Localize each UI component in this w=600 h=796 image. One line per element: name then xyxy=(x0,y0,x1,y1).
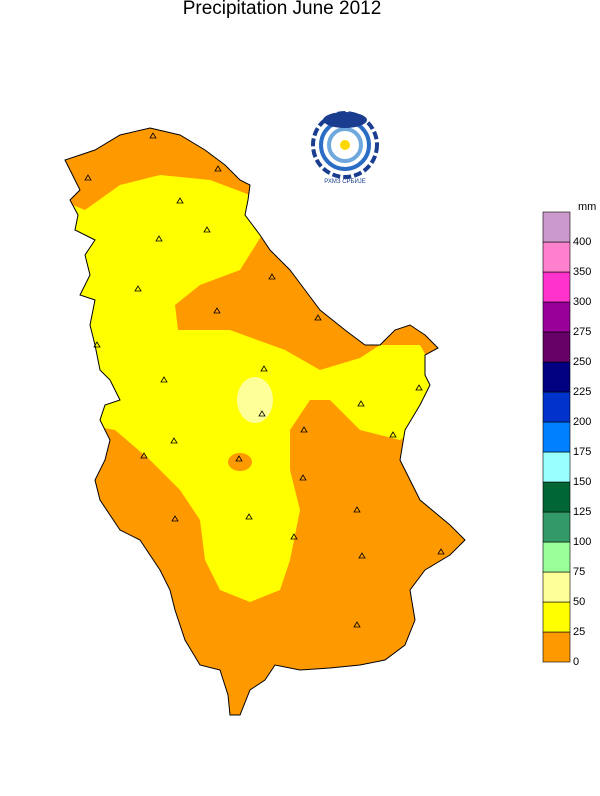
legend-label: 75 xyxy=(573,566,585,578)
map-title: Precipitation June 2012 xyxy=(183,0,382,19)
station xyxy=(353,506,361,513)
station xyxy=(260,365,268,372)
legend-swatch xyxy=(542,511,571,543)
station xyxy=(203,226,211,233)
legend-unit: mm xyxy=(578,201,596,213)
legend-swatch xyxy=(542,541,571,573)
legend-label: 200 xyxy=(573,416,591,428)
legend-swatch xyxy=(542,451,571,483)
legend-swatch xyxy=(542,601,571,633)
station xyxy=(171,515,179,522)
legend-swatch xyxy=(542,241,571,273)
station xyxy=(258,410,266,417)
station xyxy=(140,452,148,459)
legend-label: 100 xyxy=(573,536,591,548)
legend-label: 400 xyxy=(573,236,591,248)
station xyxy=(389,431,397,438)
station xyxy=(358,552,366,559)
legend: mm 0 25 50 75 100 125 150 175 200 225 250 275 300 350… xyxy=(542,201,596,668)
station xyxy=(357,400,365,407)
station xyxy=(213,307,221,314)
legend-swatch xyxy=(542,571,571,603)
legend-label: 25 xyxy=(573,626,585,638)
legend-swatch xyxy=(542,301,571,333)
legend-label: 125 xyxy=(573,506,591,518)
legend-label: 150 xyxy=(573,476,591,488)
station xyxy=(290,533,298,540)
station xyxy=(299,474,307,481)
legend-swatch xyxy=(542,421,571,453)
station xyxy=(437,548,445,555)
country-border xyxy=(64,127,466,716)
legend-swatch xyxy=(542,331,571,363)
legend-label: 0 xyxy=(573,656,579,668)
station xyxy=(353,621,361,628)
stations xyxy=(84,132,445,628)
station xyxy=(314,314,322,321)
legend-label: 275 xyxy=(573,326,591,338)
station xyxy=(160,376,168,383)
legend-label: 350 xyxy=(573,266,591,278)
station xyxy=(235,455,243,462)
legend-swatch xyxy=(542,211,571,243)
precipitation-map xyxy=(65,128,465,715)
station xyxy=(170,437,178,444)
legend-label: 225 xyxy=(573,386,591,398)
legend-swatch xyxy=(542,631,571,663)
station xyxy=(245,513,253,520)
legend-swatch xyxy=(542,481,571,513)
station xyxy=(149,132,157,139)
legend-label: 300 xyxy=(573,296,591,308)
station xyxy=(300,426,308,433)
logo-text: РХМЗ СРБИЈЕ xyxy=(324,179,366,185)
station xyxy=(268,273,276,280)
station xyxy=(134,285,142,292)
legend-label: 175 xyxy=(573,446,591,458)
station xyxy=(415,384,423,391)
legend-swatch xyxy=(542,391,571,423)
zone-0-25 xyxy=(228,453,252,471)
legend-label: 250 xyxy=(573,356,591,368)
station xyxy=(176,197,184,204)
logo: РХМЗ СРБИЈЕ xyxy=(311,111,379,185)
station xyxy=(84,174,92,181)
legend-swatch xyxy=(542,361,571,393)
station xyxy=(155,235,163,242)
legend-swatch xyxy=(542,271,571,303)
legend-label: 50 xyxy=(573,596,585,608)
station xyxy=(93,341,101,348)
station xyxy=(214,165,222,172)
zone-50-75 xyxy=(237,377,273,423)
